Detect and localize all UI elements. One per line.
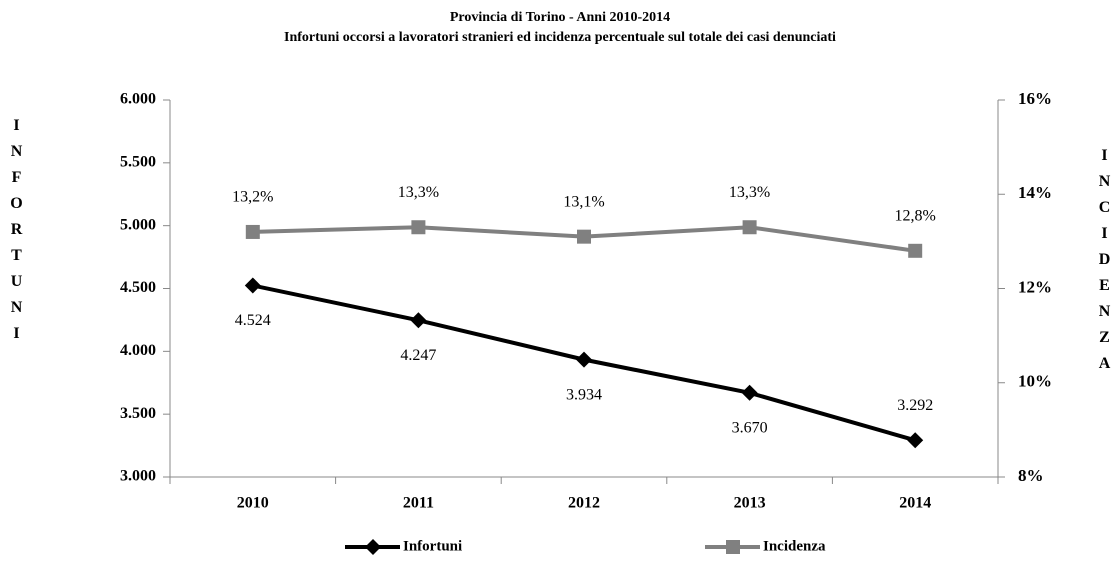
point [741,384,758,401]
y2-tick-label: 16% [1018,89,1052,108]
y2-axis-label: INCIDENZA [1096,147,1113,381]
point [577,229,591,244]
y-tick-label: 5.500 [120,154,156,171]
y-axis-label: INFORTUNI [8,117,25,351]
y-tick-label: 3.500 [120,405,156,422]
data-label: 13,1% [563,193,604,210]
data-label: 4.524 [235,312,271,329]
y-tick-label: 5.000 [120,216,156,233]
legend-label: Infortuni [403,538,462,554]
y-tick-label: 3.000 [120,468,156,485]
point [410,312,427,329]
point [742,220,757,235]
data-label: 13,2% [232,189,273,206]
x-tick-label: 2013 [734,495,766,512]
x-tick-label: 2012 [568,495,600,512]
y-tick-label: 6.000 [120,91,156,108]
y2-tick-label: 12% [1018,277,1052,296]
chart-title: Provincia di Torino - Anni 2010-2014 [450,10,670,25]
x-tick-label: 2014 [899,495,931,512]
point [907,432,924,449]
x-tick-label: 2011 [403,495,434,512]
x-tick-label: 2010 [237,495,269,512]
data-label: 13,3% [729,184,770,201]
y-tick-label: 4.000 [120,342,156,359]
point [411,220,426,235]
y2-tick-label: 10% [1018,372,1052,391]
data-label: 3.670 [732,419,768,436]
data-label: 3.934 [566,386,602,403]
data-label: 4.247 [400,347,436,364]
point [245,224,260,239]
y2-tick-label: 8% [1018,466,1044,485]
data-label: 12,8% [895,207,936,224]
chart-subtitle: Infortuni occorsi a lavoratori stranieri… [284,30,836,45]
point [576,351,592,368]
y2-tick-label: 14% [1018,183,1052,202]
legend-marker [365,539,381,555]
legend-label: Incidenza [763,538,826,554]
point [908,243,923,258]
point [244,277,261,294]
data-label: 3.292 [897,397,933,414]
data-label: 13,3% [398,184,439,201]
y-tick-label: 4.500 [120,279,156,296]
legend-marker [726,540,740,554]
